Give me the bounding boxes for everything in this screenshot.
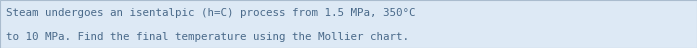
Text: Steam undergoes an isentalpic (h=C) process from 1.5 MPa, 350°C: Steam undergoes an isentalpic (h=C) proc… — [6, 8, 415, 18]
Text: to 10 MPa. Find the final temperature using the Mollier chart.: to 10 MPa. Find the final temperature us… — [6, 32, 409, 42]
